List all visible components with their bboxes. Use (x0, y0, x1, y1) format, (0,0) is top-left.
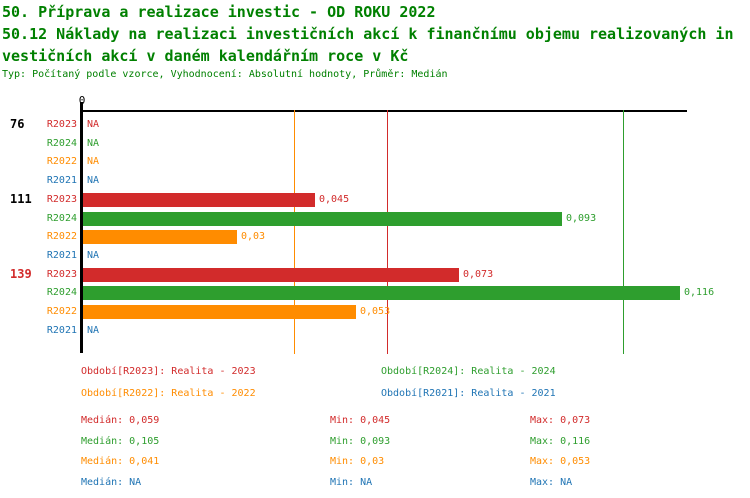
chart-row: R2021 NA (0, 171, 750, 190)
group-label-76: 76 (10, 117, 25, 131)
bar-value-label: 0,03 (241, 231, 266, 242)
page-title-line-1: 50. Příprava a realizace investic - OD R… (2, 3, 436, 21)
stat-min-r2023: Min: 0,045 (330, 415, 391, 426)
legend-item-r2022: Období[R2022]: Realita - 2022 (81, 388, 256, 399)
value-bar (83, 211, 562, 226)
row-period-label: R2023 (46, 269, 77, 280)
legend-item-r2023: Období[R2023]: Realita - 2023 (81, 366, 256, 377)
row-period-label: R2022 (46, 231, 77, 242)
row-period-label: R2021 (46, 325, 77, 336)
bar-value-label: NA (87, 119, 100, 130)
stat-min-r2024: Min: 0,093 (330, 436, 391, 447)
page-subtitle: Typ: Počítaný podle vzorce, Vyhodnocení:… (2, 69, 448, 80)
median-gridline-r2022 (294, 110, 295, 354)
stat-min-r2021: Min: NA (330, 477, 373, 488)
row-period-label: R2022 (46, 156, 77, 167)
stat-median-r2021: Medián: NA (81, 477, 142, 488)
chart-row: R2023 NA (0, 115, 750, 134)
group-label-111: 111 (10, 192, 32, 206)
chart-row: R2022 NA (0, 152, 750, 171)
median-gridline-r2024 (623, 110, 624, 354)
group-label-139: 139 (10, 267, 32, 281)
bar-value-label: NA (87, 156, 100, 167)
bar-value-label: NA (87, 325, 100, 336)
chart-row: R2023 0,045 (0, 190, 750, 209)
stat-max-r2021: Max: NA (530, 477, 573, 488)
bar-value-label: NA (87, 250, 100, 261)
y-axis-line (80, 102, 83, 353)
value-bar (83, 304, 356, 319)
row-period-label: R2022 (46, 306, 77, 317)
stat-median-r2022: Medián: 0,041 (81, 456, 160, 467)
row-period-label: R2024 (46, 138, 77, 149)
chart-row: R2024 NA (0, 134, 750, 153)
value-bar (83, 192, 315, 207)
bar-value-label: 0,053 (360, 306, 391, 317)
bar-value-label: NA (87, 138, 100, 149)
stat-max-r2022: Max: 0,053 (530, 456, 591, 467)
page-title-line-3: vestičních akcí v daném kalendářním roce… (2, 47, 409, 65)
axis-zero-tick-label: 0 (78, 94, 86, 107)
median-gridline-r2023 (387, 110, 388, 354)
chart-row: R2024 0,093 (0, 209, 750, 228)
value-bar (83, 285, 680, 300)
value-bar (83, 229, 237, 244)
bar-value-label: 0,093 (566, 213, 597, 224)
x-axis-line (80, 110, 687, 112)
bar-value-label: 0,045 (319, 194, 350, 205)
legend-item-r2024: Období[R2024]: Realita - 2024 (381, 366, 556, 377)
stat-min-r2022: Min: 0,03 (330, 456, 385, 467)
stat-max-r2023: Max: 0,073 (530, 415, 591, 426)
bar-value-label: 0,116 (684, 287, 715, 298)
stat-median-r2024: Medián: 0,105 (81, 436, 160, 447)
bar-value-label: NA (87, 175, 100, 186)
row-period-label: R2021 (46, 250, 77, 261)
chart-row: R2022 0,053 (0, 302, 750, 321)
row-period-label: R2021 (46, 175, 77, 186)
value-bar (83, 267, 459, 282)
chart-row: R2021 NA (0, 246, 750, 265)
row-period-label: R2023 (46, 119, 77, 130)
page-title-line-2: 50.12 Náklady na realizaci investičních … (2, 25, 734, 43)
row-period-label: R2024 (46, 213, 77, 224)
row-period-label: R2024 (46, 287, 77, 298)
stat-median-r2023: Medián: 0,059 (81, 415, 160, 426)
stat-max-r2024: Max: 0,116 (530, 436, 591, 447)
row-period-label: R2023 (46, 194, 77, 205)
bar-value-label: 0,073 (463, 269, 494, 280)
chart-row: R2022 0,03 (0, 227, 750, 246)
legend-item-r2021: Období[R2021]: Realita - 2021 (381, 388, 556, 399)
chart-row: R2021 NA (0, 321, 750, 340)
chart-row: R2023 0,073 (0, 265, 750, 284)
chart-row: R2024 0,116 (0, 283, 750, 302)
